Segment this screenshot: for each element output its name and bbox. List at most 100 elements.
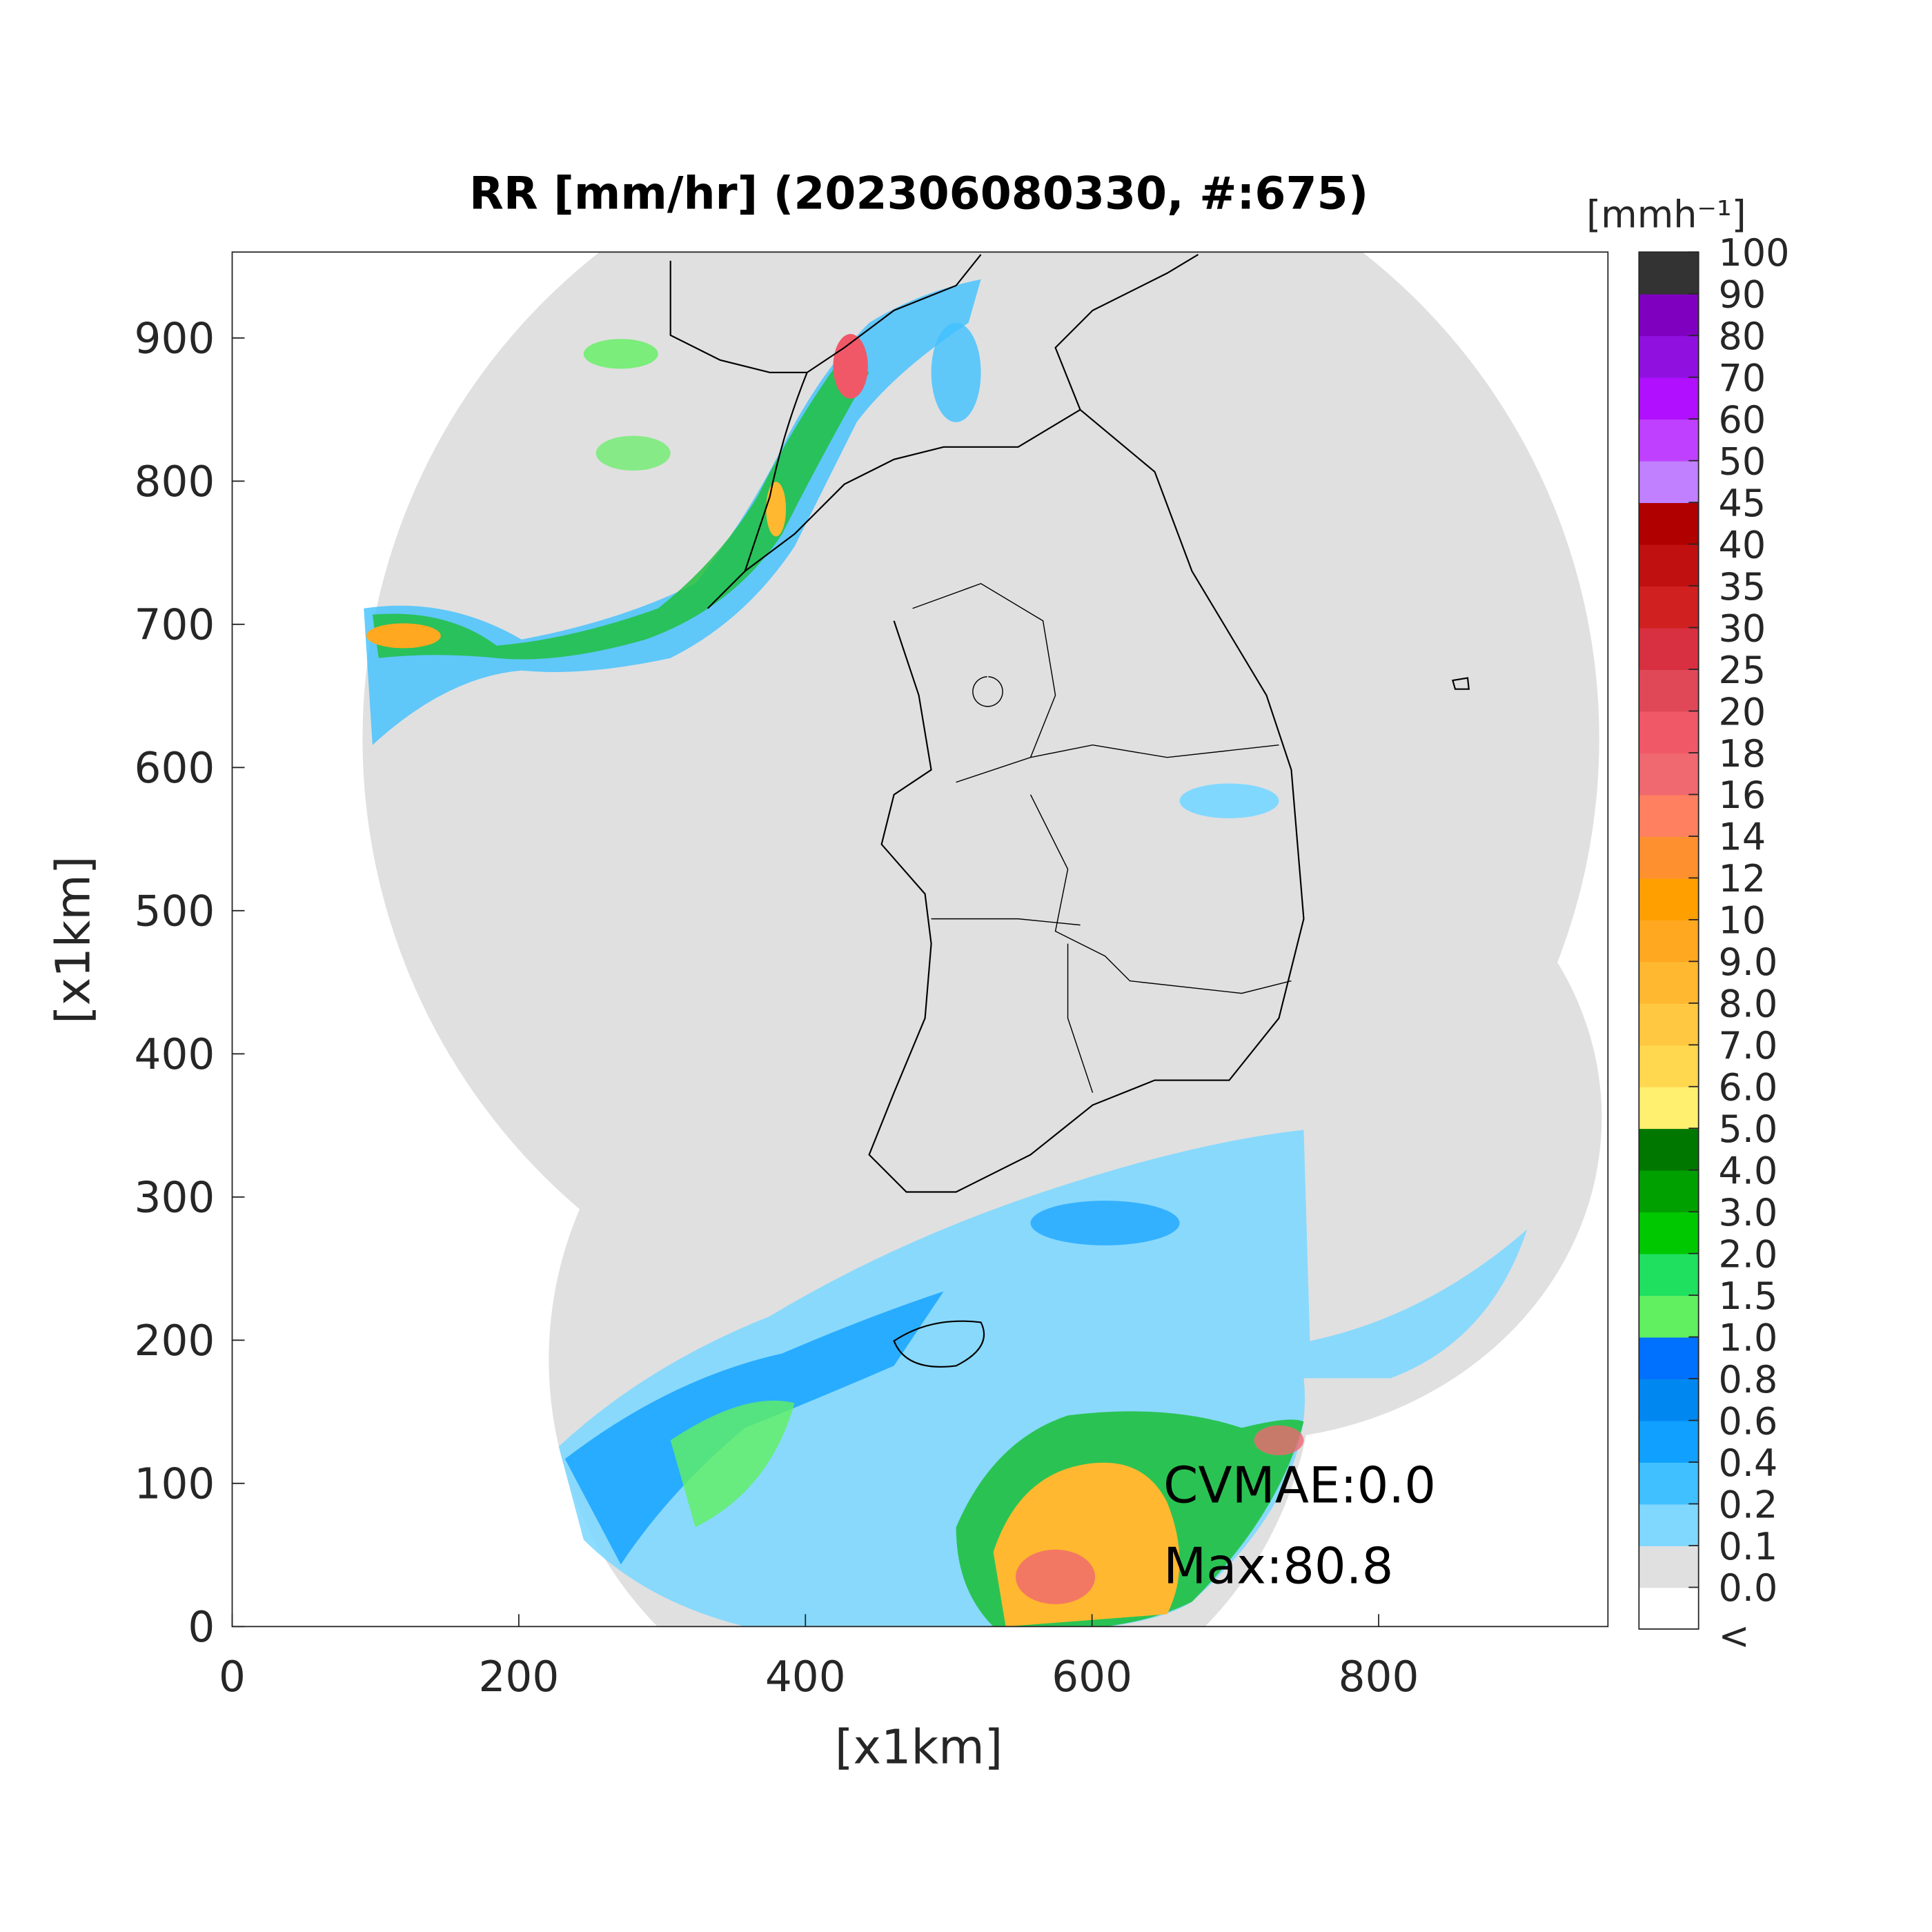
colorbar-box [1639, 1295, 1699, 1338]
colorbar-box [1639, 752, 1699, 796]
colorbar-tick-label: 0.8 [1718, 1358, 1777, 1401]
plot-frame [231, 251, 1609, 1628]
precip-echo [1015, 1549, 1096, 1604]
precip-echo [931, 322, 981, 422]
colorbar-box [1639, 794, 1699, 837]
y-tick-label: 500 [135, 887, 215, 936]
colorbar-tick-label: 35 [1718, 565, 1766, 609]
y-tick-label: 700 [135, 600, 215, 649]
colorbar-tick-label: 70 [1718, 357, 1766, 400]
colorbar-tick-label: 14 [1718, 816, 1766, 859]
precip-echo [1179, 783, 1279, 818]
colorbar-tick-label: 20 [1718, 690, 1766, 733]
colorbar-box [1639, 419, 1699, 462]
colorbar-box [1639, 377, 1699, 420]
colorbar-tick-label: 80 [1718, 315, 1766, 358]
colorbar-tick-label: 0.2 [1718, 1483, 1777, 1526]
colorbar-box [1639, 586, 1699, 629]
colorbar-tick-label: 30 [1718, 607, 1766, 650]
colorbar-tick-label: 18 [1718, 732, 1766, 776]
precip-echo [583, 339, 658, 369]
colorbar-box [1639, 627, 1699, 670]
y-tick-label: 600 [135, 744, 215, 793]
colorbar-frame [1638, 251, 1699, 1630]
precip-echo [1254, 1425, 1304, 1455]
colorbar-tick-label: 12 [1718, 857, 1766, 900]
colorbar-box [1639, 1212, 1699, 1254]
colorbar-tick-label: 7.0 [1718, 1024, 1777, 1067]
colorbar-tick-label: 0.6 [1718, 1399, 1777, 1443]
y-tick-label: 900 [135, 314, 215, 363]
chart-title: RR [mm/hr] (202306080330, #:675) [469, 168, 1368, 219]
colorbar-box [1639, 1504, 1699, 1546]
colorbar-box [1639, 1462, 1699, 1505]
precip-echo [564, 1291, 944, 1565]
colorbar-tick-label: 6.0 [1718, 1066, 1777, 1110]
colorbar-box [1639, 836, 1699, 879]
colorbar-tick-label: 45 [1718, 482, 1766, 525]
colorbar-tick-label: 8.0 [1718, 983, 1777, 1026]
x-tick-label: 800 [1339, 1653, 1419, 1702]
x-tick-label: 200 [479, 1653, 560, 1702]
y-tick-label: 100 [135, 1459, 215, 1508]
precip-echo [670, 1400, 795, 1528]
colorbar-under-label: < [1718, 1615, 1749, 1658]
x-tick-label: 0 [219, 1653, 246, 1702]
y-tick-label: 300 [135, 1173, 215, 1222]
colorbar-tick-label: 100 [1718, 231, 1789, 275]
colorbar-box [1639, 1420, 1699, 1463]
colorbar-box [1639, 1086, 1699, 1130]
y-tick-label: 0 [188, 1603, 215, 1652]
colorbar-box [1639, 544, 1699, 586]
y-axis-label: [x1km] [47, 856, 101, 1024]
colorbar-tick-label: 25 [1718, 649, 1766, 692]
colorbar-tick-label: 2.0 [1718, 1232, 1777, 1276]
colorbar-box [1639, 1253, 1699, 1297]
colorbar-tick-label: 40 [1718, 523, 1766, 566]
colorbar-tick-label: 90 [1718, 273, 1766, 317]
colorbar-title: [mmh⁻¹] [1586, 193, 1746, 236]
colorbar-tick-label: 1.0 [1718, 1316, 1777, 1359]
colorbar-box [1639, 919, 1699, 963]
colorbar-box [1639, 878, 1699, 920]
colorbar-box [1639, 502, 1699, 545]
colorbar-tick-label: 0.0 [1718, 1566, 1777, 1610]
colorbar-tick-label: 16 [1718, 773, 1766, 817]
colorbar-box [1639, 335, 1699, 378]
colorbar-tick-label: 4.0 [1718, 1150, 1777, 1193]
colorbar-under [1639, 1587, 1699, 1629]
colorbar-tick-label: 1.5 [1718, 1274, 1777, 1318]
colorbar-tick-label: 5.0 [1718, 1107, 1777, 1151]
colorbar-tick-label: 10 [1718, 899, 1766, 943]
colorbar-box [1639, 711, 1699, 753]
radar-field [362, 252, 1602, 1627]
colorbar-tick-label: 0.1 [1718, 1525, 1777, 1568]
precip-echo [1030, 1201, 1180, 1245]
x-tick-label: 400 [765, 1653, 846, 1702]
annotation: CVMAE:0.0 [1163, 1456, 1436, 1514]
precip-echo [558, 1130, 1528, 1627]
colorbar-box [1639, 1337, 1699, 1379]
colorbar-tick-label: 9.0 [1718, 940, 1777, 984]
colorbar-box [1639, 1170, 1699, 1213]
colorbar-box [1639, 1128, 1699, 1171]
colorbar-box [1639, 293, 1699, 337]
colorbar-tick-label: 3.0 [1718, 1191, 1777, 1234]
colorbar-box [1639, 1003, 1699, 1046]
precip-echo [366, 623, 441, 649]
precip-echo [766, 482, 787, 537]
colorbar-box [1639, 669, 1699, 712]
colorbar-box [1639, 1379, 1699, 1421]
coastline [669, 253, 1470, 1368]
y-tick-label: 200 [135, 1317, 215, 1366]
x-axis-label: [x1km] [835, 1720, 1003, 1775]
colorbar-box [1639, 961, 1699, 1004]
y-tick-label: 800 [135, 457, 215, 506]
annotation: Max:80.8 [1163, 1537, 1393, 1595]
colorbar-tick-label: 50 [1718, 440, 1766, 483]
colorbar-box [1639, 460, 1699, 504]
colorbar-box [1639, 1545, 1699, 1588]
colorbar-tick-label: 60 [1718, 398, 1766, 442]
